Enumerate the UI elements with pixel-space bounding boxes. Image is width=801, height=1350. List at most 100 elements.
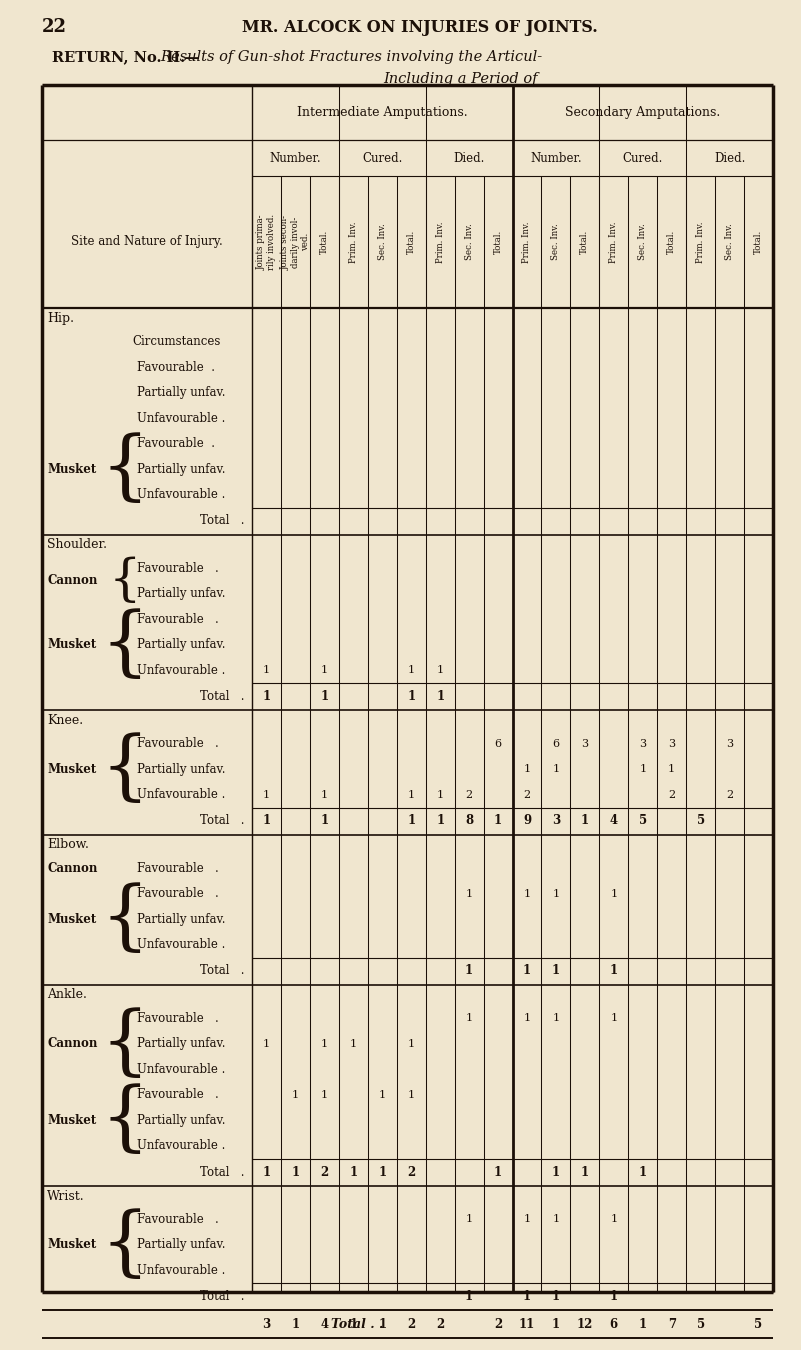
Text: 1: 1 — [263, 1038, 270, 1049]
Text: Favourable   .: Favourable . — [137, 1212, 219, 1226]
Text: Sec. Inv.: Sec. Inv. — [638, 224, 647, 261]
Text: 1: 1 — [523, 764, 530, 775]
Text: Results of Gun-shot Fractures involving the Articul-: Results of Gun-shot Fractures involving … — [160, 50, 542, 63]
Text: {: { — [101, 1208, 149, 1281]
Text: Cannon: Cannon — [47, 575, 98, 587]
Text: 1: 1 — [639, 764, 646, 775]
Text: RETURN, No. II.—: RETURN, No. II.— — [52, 50, 199, 63]
Text: 1: 1 — [465, 1014, 473, 1023]
Text: Favourable  .: Favourable . — [137, 437, 215, 451]
Text: Joints secon-
darily invol-
ved.: Joints secon- darily invol- ved. — [280, 215, 310, 270]
Text: Total.: Total. — [754, 230, 763, 254]
Text: Cured.: Cured. — [362, 151, 402, 165]
Text: Intermediate Amputations.: Intermediate Amputations. — [297, 107, 468, 119]
Text: 1: 1 — [320, 1038, 328, 1049]
Text: Partially unfav.: Partially unfav. — [137, 463, 226, 475]
Text: Total   .: Total . — [199, 814, 244, 828]
Text: Cured.: Cured. — [622, 151, 663, 165]
Text: 1: 1 — [292, 1089, 299, 1100]
Text: 1: 1 — [407, 814, 415, 828]
Text: Total.: Total. — [493, 230, 502, 254]
Text: Partially unfav.: Partially unfav. — [137, 386, 226, 400]
Text: Unfavourable .: Unfavourable . — [137, 412, 225, 425]
Text: Total   .: Total . — [199, 514, 244, 528]
Text: 1: 1 — [263, 1165, 271, 1179]
Text: Partially unfav.: Partially unfav. — [137, 1114, 226, 1127]
Text: 1: 1 — [523, 964, 531, 977]
Text: 1: 1 — [494, 1165, 502, 1179]
Text: 2: 2 — [320, 1165, 328, 1179]
Text: 2: 2 — [494, 1318, 502, 1331]
Text: 1: 1 — [408, 666, 415, 675]
Text: 1: 1 — [292, 1318, 300, 1331]
Text: Unfavourable .: Unfavourable . — [137, 489, 225, 501]
Text: 1: 1 — [378, 1165, 386, 1179]
Text: 1: 1 — [263, 666, 270, 675]
Text: 2: 2 — [726, 790, 733, 799]
Text: Musket: Musket — [47, 1114, 96, 1127]
Text: 1: 1 — [263, 790, 270, 799]
Text: Favourable   .: Favourable . — [137, 737, 219, 751]
Text: Number.: Number. — [270, 151, 321, 165]
Text: Prim. Inv.: Prim. Inv. — [696, 221, 705, 263]
Text: 5: 5 — [697, 1318, 705, 1331]
Text: Prim. Inv.: Prim. Inv. — [522, 221, 532, 263]
Text: Total.: Total. — [320, 230, 329, 254]
Text: 2: 2 — [523, 790, 530, 799]
Text: 1: 1 — [408, 1038, 415, 1049]
Text: 3: 3 — [726, 738, 733, 749]
Text: 1: 1 — [437, 666, 444, 675]
Text: 1: 1 — [320, 790, 328, 799]
Text: Died.: Died. — [714, 151, 745, 165]
Text: Favourable   .: Favourable . — [137, 861, 219, 875]
Text: 1: 1 — [263, 690, 271, 703]
Text: Sec. Inv.: Sec. Inv. — [465, 224, 473, 261]
Text: 1: 1 — [349, 1318, 357, 1331]
Text: Circumstances: Circumstances — [132, 335, 220, 348]
Text: 1: 1 — [552, 1318, 560, 1331]
Text: 6: 6 — [494, 738, 501, 749]
Text: 1: 1 — [610, 888, 618, 899]
Text: Sec. Inv.: Sec. Inv. — [378, 224, 387, 261]
Text: 1: 1 — [610, 1014, 618, 1023]
Text: Prim. Inv.: Prim. Inv. — [436, 221, 445, 263]
Text: Total   .: Total . — [199, 1291, 244, 1303]
Text: 1: 1 — [523, 1291, 531, 1303]
Text: Partially unfav.: Partially unfav. — [137, 1238, 226, 1251]
Text: Favourable  .: Favourable . — [137, 360, 215, 374]
Text: 1: 1 — [581, 814, 589, 828]
Text: Unfavourable .: Unfavourable . — [137, 1139, 225, 1153]
Text: 1: 1 — [437, 790, 444, 799]
Text: Unfavourable .: Unfavourable . — [137, 1264, 225, 1277]
Text: Shoulder.: Shoulder. — [47, 539, 107, 552]
Text: 1: 1 — [407, 690, 415, 703]
Text: 8: 8 — [465, 814, 473, 828]
Text: Unfavourable .: Unfavourable . — [137, 788, 225, 802]
Text: Partially unfav.: Partially unfav. — [137, 1037, 226, 1050]
Text: 5: 5 — [755, 1318, 763, 1331]
Text: Site and Nature of Injury.: Site and Nature of Injury. — [71, 235, 223, 248]
Text: 3: 3 — [668, 738, 675, 749]
Text: Died.: Died. — [453, 151, 485, 165]
Text: 3: 3 — [552, 814, 560, 828]
Text: 2: 2 — [668, 790, 675, 799]
Text: 5: 5 — [638, 814, 647, 828]
Text: 1: 1 — [523, 1014, 530, 1023]
Text: Total.: Total. — [581, 230, 590, 254]
Text: Hip.: Hip. — [47, 312, 74, 325]
Text: 3: 3 — [639, 738, 646, 749]
Text: {: { — [101, 608, 149, 682]
Text: 1: 1 — [638, 1318, 647, 1331]
Text: 1: 1 — [320, 814, 328, 828]
Text: 3: 3 — [263, 1318, 271, 1331]
Text: 1: 1 — [292, 1165, 300, 1179]
Text: 1: 1 — [553, 1014, 559, 1023]
Text: 1: 1 — [350, 1038, 357, 1049]
Text: 1: 1 — [581, 1165, 589, 1179]
Text: 1: 1 — [320, 666, 328, 675]
Text: {: { — [101, 883, 149, 956]
Text: Partially unfav.: Partially unfav. — [137, 587, 226, 601]
Text: 1: 1 — [553, 888, 559, 899]
Text: Secondary Amputations.: Secondary Amputations. — [566, 107, 720, 119]
Text: 1: 1 — [465, 888, 473, 899]
